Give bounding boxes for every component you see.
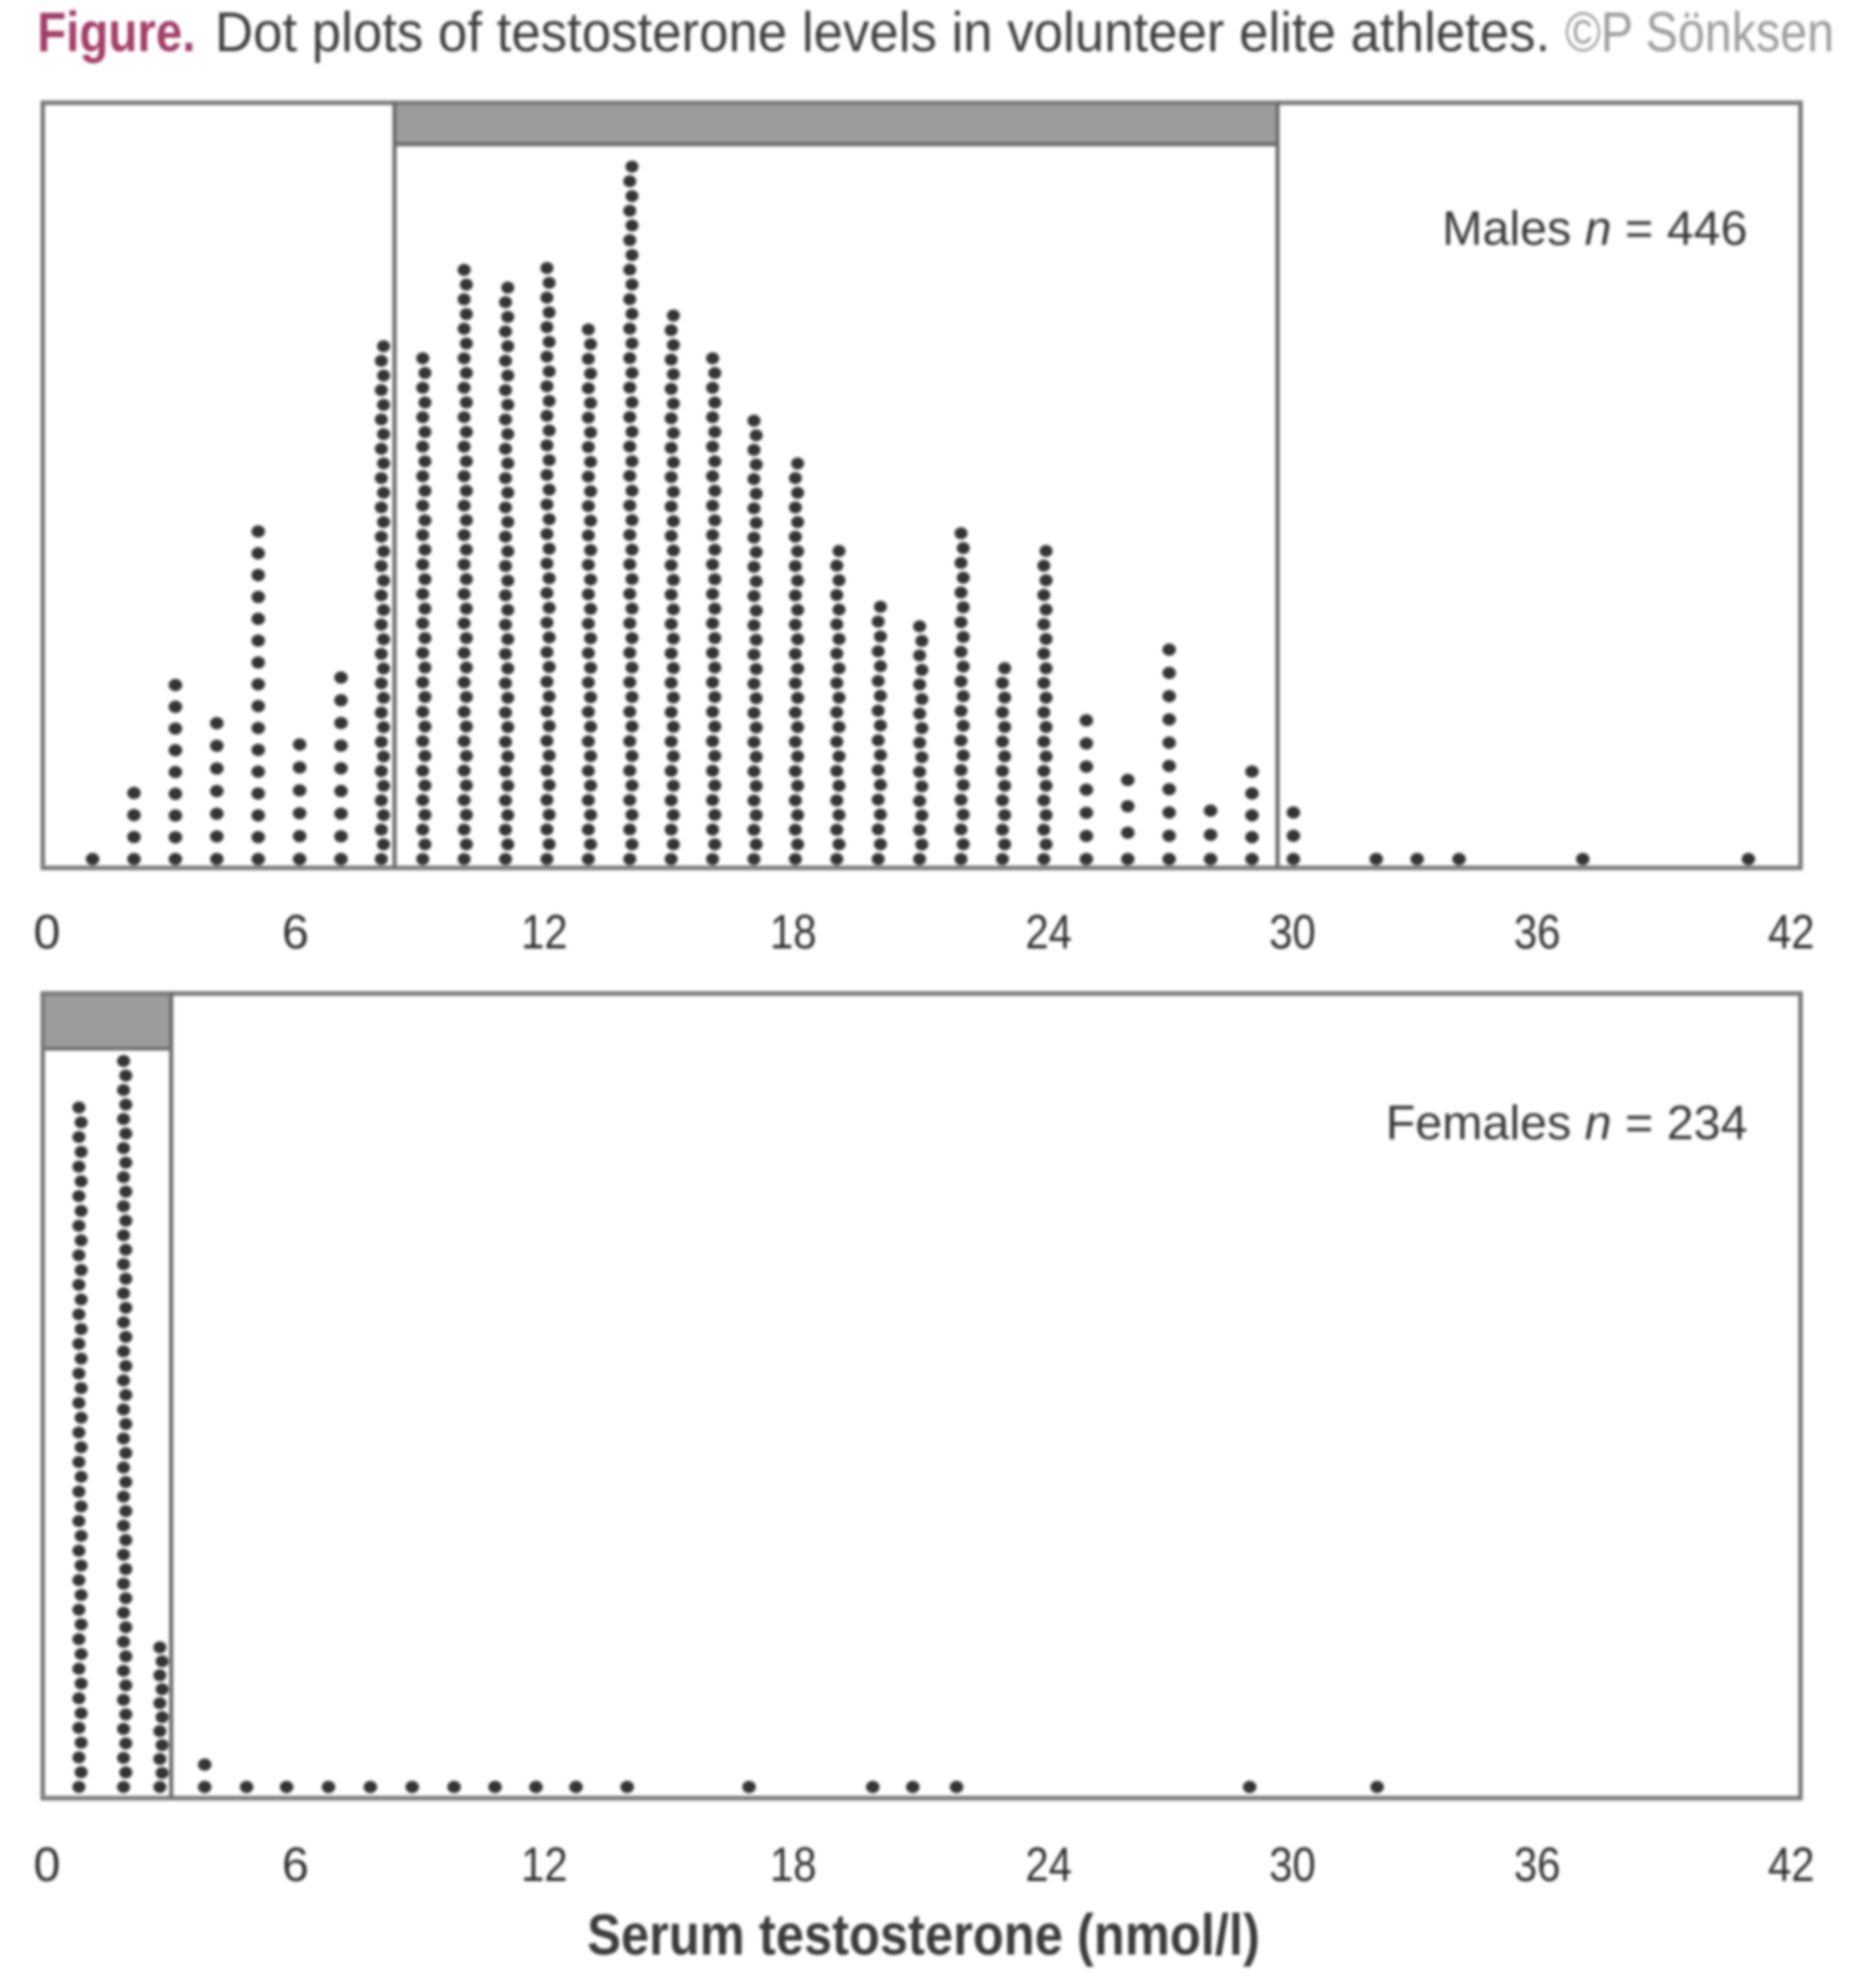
svg-text:42: 42 xyxy=(1768,1838,1814,1892)
svg-text:30: 30 xyxy=(1269,906,1316,960)
svg-text:18: 18 xyxy=(770,1838,817,1892)
svg-text:12: 12 xyxy=(521,906,568,960)
svg-text:Figure.: Figure. xyxy=(37,1,195,63)
svg-text:Dot plots of testosterone leve: Dot plots of testosterone levels in volu… xyxy=(215,1,1550,63)
svg-text:18: 18 xyxy=(770,906,817,960)
svg-text:0: 0 xyxy=(33,906,60,960)
svg-text:24: 24 xyxy=(1025,906,1072,960)
svg-text:36: 36 xyxy=(1514,1838,1560,1892)
svg-text:Serum testosterone (nmol/l): Serum testosterone (nmol/l) xyxy=(587,1903,1260,1968)
svg-text:36: 36 xyxy=(1514,906,1560,960)
svg-text:©P Sönksen: ©P Sönksen xyxy=(1565,1,1834,63)
svg-text:30: 30 xyxy=(1269,1838,1316,1892)
svg-text:24: 24 xyxy=(1025,1838,1072,1892)
svg-text:6: 6 xyxy=(282,1838,309,1892)
svg-text:6: 6 xyxy=(282,906,309,960)
svg-text:Males n = 446: Males n = 446 xyxy=(1442,202,1747,256)
svg-text:0: 0 xyxy=(33,1838,60,1892)
svg-text:12: 12 xyxy=(521,1838,568,1892)
svg-text:Females n = 234: Females n = 234 xyxy=(1386,1096,1747,1150)
svg-text:42: 42 xyxy=(1768,906,1814,960)
